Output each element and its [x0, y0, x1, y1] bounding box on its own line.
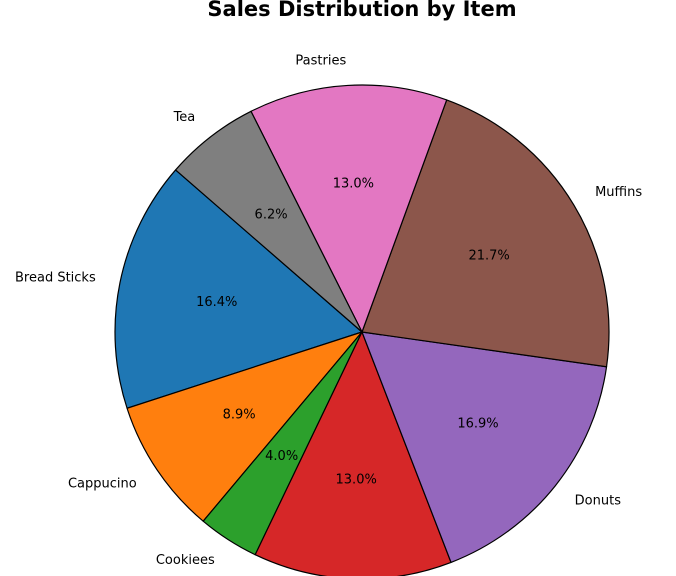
pie-slice-6	[361, 99, 610, 368]
percentage-label-5: 16.9%	[457, 417, 498, 432]
pie-slice-1	[114, 169, 363, 409]
category-label-bread-sticks: Bread Sticks	[15, 270, 96, 285]
category-label-tea: Tea	[173, 110, 196, 125]
pie-slice-5	[361, 331, 608, 563]
category-label-cookiees: Cookiees	[156, 553, 215, 568]
chart-title: Sales Distribution by Item	[207, 0, 516, 21]
percentage-label-8: 6.2%	[255, 207, 288, 222]
category-label-muffins: Muffins	[595, 185, 642, 200]
percentage-label-1: 16.4%	[196, 295, 237, 310]
category-label-cappucino: Cappucino	[68, 476, 137, 491]
percentage-label-7: 13.0%	[333, 177, 374, 192]
pie-slice-7	[250, 84, 448, 333]
pie-slices	[114, 84, 610, 576]
percentage-label-6: 21.7%	[468, 248, 509, 263]
category-label-pastries: Pastries	[295, 53, 346, 68]
pie-slice-2	[126, 331, 363, 522]
percentage-label-3: 4.0%	[265, 449, 298, 464]
percentage-label-4: 13.0%	[336, 473, 377, 488]
percentage-label-2: 8.9%	[223, 407, 256, 422]
pie-slice-8	[174, 110, 363, 333]
category-label-donuts: Donuts	[575, 494, 622, 509]
percentage-labels: 16.4% 8.9% 4.0% 13.0% 16.9% 21.7% 13.0% 6.2%	[196, 177, 510, 488]
pie-slice-4	[254, 331, 452, 576]
category-labels: Bread Sticks Cappucino Cookiees Donuts Muffi…	[15, 53, 642, 568]
